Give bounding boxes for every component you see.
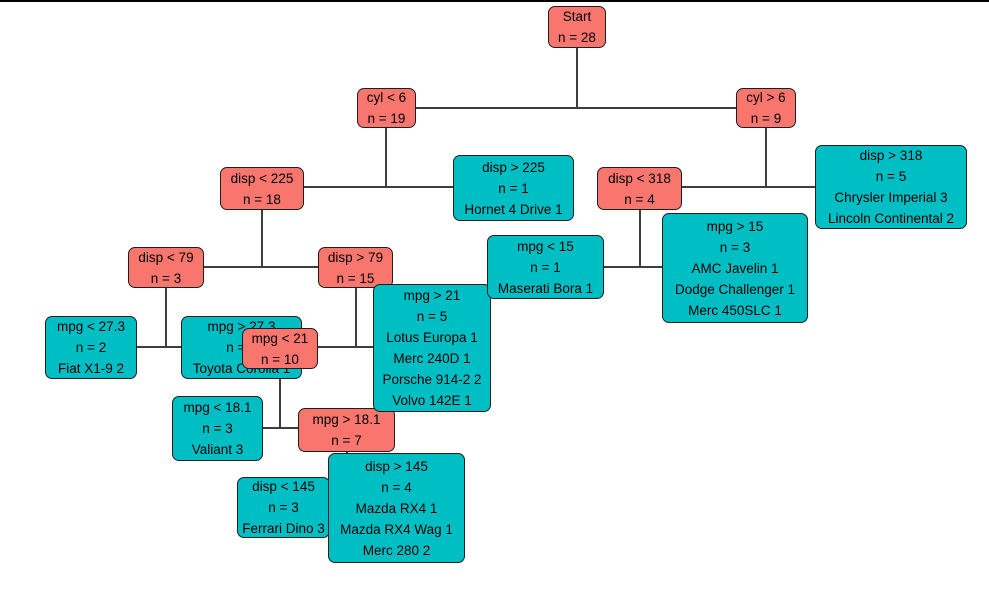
node-line: Fiat X1-9 2 [57, 361, 125, 376]
tree-edge-rail-mpg-21 [318, 346, 373, 348]
node-line: n = 7 [331, 433, 362, 448]
node-line: n = 3 [268, 500, 299, 515]
tree-node-disp-lt-79: disp < 79 n = 3 [128, 247, 204, 288]
tree-node-disp-lt-145: disp < 145 n = 3 Ferrari Dino 3 [237, 477, 330, 538]
plot-top-border [0, 0, 989, 2]
node-line: Merc 240D 1 [393, 351, 471, 366]
node-line: Mazda RX4 1 [355, 500, 438, 516]
node-line: Dodge Challenger 1 [674, 281, 796, 297]
tree-edge-rail-mpg-27.3 [137, 346, 182, 348]
node-line: Merc 450SLC 1 [688, 302, 782, 318]
node-line: n = 9 [750, 111, 782, 126]
tree-edge-drop-disp-gt-79 [355, 288, 357, 347]
node-line: n = 15 [336, 270, 375, 286]
node-line: n = 2 [75, 340, 107, 355]
tree-edge-drop-start [576, 48, 578, 108]
tree-edge-drop-disp-lt-79 [165, 288, 167, 347]
node-line: disp < 79 [138, 249, 194, 265]
node-line: Ferrari Dino 3 [242, 521, 325, 536]
tree-node-mpg-lt-15: mpg < 15 n = 1 Maserati Bora 1 [487, 235, 604, 299]
node-line: mpg < 18.1 [183, 400, 252, 415]
node-line: Merc 280 2 [362, 542, 431, 558]
node-line: disp < 318 [608, 170, 671, 186]
tree-node-mpg-lt-27.3: mpg < 27.3 n = 2 Fiat X1-9 2 [45, 316, 137, 379]
tree-node-disp-lt-318: disp < 318 n = 4 [597, 167, 682, 210]
tree-edge-drop-disp-lt-225 [261, 210, 263, 267]
tree-node-disp-gt-225: disp > 225 n = 1 Hornet 4 Drive 1 [453, 155, 574, 221]
node-line: disp > 79 [327, 249, 384, 265]
node-line: n = 4 [624, 191, 655, 207]
node-line: Volvo 142E 1 [392, 393, 472, 408]
node-line: Maserati Bora 1 [497, 280, 594, 296]
node-line: Mazda RX4 Wag 1 [340, 521, 453, 537]
node-line: disp > 318 [859, 148, 923, 163]
node-line: n = 10 [261, 351, 299, 367]
node-line: mpg > 18.1 [312, 412, 381, 427]
node-line: Lotus Europa 1 [386, 330, 478, 345]
node-line: Porsche 914-2 2 [382, 372, 482, 387]
tree-edge-drop-mpg-lt-21 [279, 369, 281, 428]
node-line: mpg > 15 [706, 218, 764, 234]
tree-node-disp-gt-318: disp > 318 n = 5 Chrysler Imperial 3 Lincol… [815, 145, 967, 229]
tree-edge-drop-cyl-gt-6 [765, 128, 767, 187]
node-line: mpg < 27.3 [57, 319, 125, 334]
tree-edge-drop-disp-lt-318 [639, 210, 641, 267]
node-line: Chrysler Imperial 3 [834, 190, 948, 205]
tree-node-cyl-lt-6: cyl < 6 n = 19 [357, 88, 416, 128]
node-line: n = 19 [367, 111, 406, 126]
tree-edge-drop-cyl-lt-6 [385, 128, 387, 187]
node-line: disp > 145 [365, 458, 428, 474]
tree-node-mpg-gt-18.1: mpg > 18.1 n = 7 [298, 408, 395, 452]
node-line: AMC Javelin 1 [691, 260, 779, 276]
tree-node-mpg-gt-21: mpg > 21 n = 5 Lotus Europa 1 Merc 240D 1 Po… [373, 284, 491, 412]
tree-edge-rail-disp-79 [204, 266, 318, 268]
tree-node-disp-gt-79: disp > 79 n = 15 [318, 247, 393, 288]
tree-edge-rail-mpg-18.1 [263, 427, 298, 429]
tree-node-mpg-lt-21: mpg < 21 n = 10 [242, 328, 318, 369]
node-line: n = 3 [719, 239, 751, 255]
node-line: n = 18 [243, 191, 281, 207]
node-line: n = 5 [875, 169, 907, 184]
node-line: Hornet 4 Drive 1 [464, 201, 563, 217]
node-line: n = 1 [498, 180, 529, 196]
node-line: disp < 145 [252, 479, 315, 494]
node-line: disp < 225 [230, 170, 294, 186]
node-line: n = 3 [202, 421, 233, 436]
tree-node-mpg-gt-15: mpg > 15 n = 3 AMC Javelin 1 Dodge Challeng… [662, 213, 808, 323]
node-line: n = 1 [530, 259, 561, 275]
tree-edge-rail-mpg-15 [604, 266, 662, 268]
node-line: n = 4 [381, 479, 412, 495]
node-line: Start [562, 9, 592, 24]
node-line: mpg < 21 [251, 330, 309, 346]
node-line: n = 3 [150, 270, 182, 286]
node-line: n = 5 [416, 309, 448, 324]
tree-node-disp-gt-145: disp > 145 n = 4 Mazda RX4 1 Mazda RX4 Wag … [328, 453, 465, 563]
tree-node-start: Start n = 28 [548, 6, 606, 48]
tree-edge-rail-cyl [416, 107, 736, 109]
tree-edge-rail-disp-225 [304, 186, 453, 188]
node-line: n = 28 [558, 30, 596, 45]
tree-edge-rail-disp-318 [682, 186, 815, 188]
tree-node-disp-lt-225: disp < 225 n = 18 [220, 167, 304, 210]
node-line: cyl > 6 [746, 90, 786, 105]
node-line: mpg < 15 [517, 238, 574, 254]
node-line: disp > 225 [482, 159, 545, 175]
node-line: mpg > 21 [403, 288, 461, 303]
tree-node-mpg-lt-18.1: mpg < 18.1 n = 3 Valiant 3 [172, 396, 263, 461]
node-line: Valiant 3 [191, 442, 244, 457]
node-line: cyl < 6 [366, 90, 407, 105]
node-line: Lincoln Continental 2 [827, 211, 955, 226]
tree-node-cyl-gt-6: cyl > 6 n = 9 [736, 88, 796, 128]
